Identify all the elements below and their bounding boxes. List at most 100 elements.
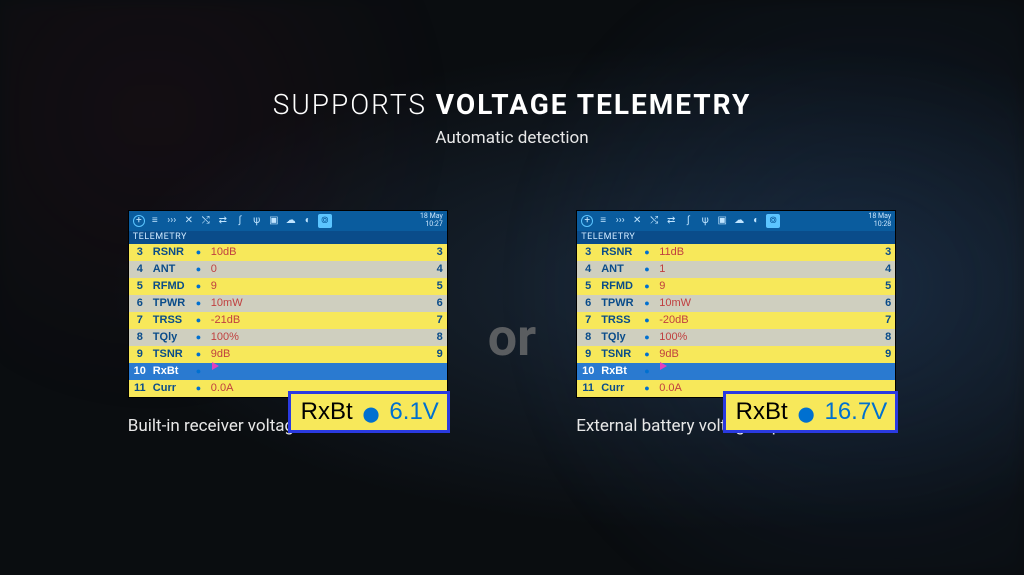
row-key: TPWR [151,298,195,309]
row-key: RSNR [599,247,643,258]
row-value: 9dB [657,349,877,360]
dot-icon: ● [643,316,657,325]
swap-icon[interactable]: ⇄ [664,214,678,228]
tools-icon[interactable]: ✕ [182,214,196,228]
table-row[interactable]: 9TSNR●9dB9 [577,346,895,363]
table-row[interactable]: 8TQly●100%8 [577,329,895,346]
main-heading: SUPPORTS VOLTAGE TELEMETRY [0,88,1024,121]
dot-icon: ● [195,316,209,325]
table-row[interactable]: 6TPWR●10mW6 [577,295,895,312]
row-value: 10dB [209,247,429,258]
row-key: RxBt [151,366,195,377]
row-value: 9 [657,281,877,292]
tools-icon[interactable]: ✕ [630,214,644,228]
row-key: TQly [151,332,195,343]
row-key: TRSS [599,315,643,326]
row-tail: 5 [429,281,447,292]
table-row[interactable]: 5RFMD●95 [129,278,447,295]
cloud-icon[interactable]: ☁ [732,214,746,228]
datetime: 18 May 10:28 [868,213,891,228]
list-icon[interactable]: ≡ [148,214,162,228]
dot-icon: ● [195,350,209,359]
row-key: Curr [151,383,195,394]
row-index: 5 [129,281,151,292]
row-tail: 9 [877,349,895,360]
plus-icon[interactable]: + [133,215,145,227]
antenna-icon[interactable]: ៙ [318,214,332,228]
dot-icon: ● [195,333,209,342]
row-index: 8 [129,332,151,343]
row-index: 11 [129,383,151,394]
section-title: TELEMETRY [129,231,447,244]
curve-icon[interactable]: ∫ [233,214,247,228]
switch-icon[interactable]: ψ [250,214,264,228]
route-icon[interactable]: ⤭ [199,214,213,228]
dot-icon: ● [195,299,209,308]
curve-icon[interactable]: ∫ [681,214,695,228]
route-icon[interactable]: ⤭ [647,214,661,228]
signal-icon[interactable]: ››› [613,214,627,228]
cloud-icon[interactable]: ☁ [284,214,298,228]
table-row[interactable]: 8TQly●100%8 [129,329,447,346]
list-icon[interactable]: ≡ [596,214,610,228]
row-key: TSNR [151,349,195,360]
box-icon[interactable]: ▣ [715,214,729,228]
left-screen: + ≡ ››› ✕ ⤭ ⇄ ∫ ψ ▣ ☁ ◐ ៙ 18 May 10:27 T… [128,210,448,398]
box-icon[interactable]: ▣ [267,214,281,228]
table-row[interactable]: 7TRSS●-20dB7 [577,312,895,329]
row-key: ANT [151,264,195,275]
row-tail: 8 [429,332,447,343]
dot-icon: ● [195,384,209,393]
row-key: TPWR [599,298,643,309]
row-key: TQly [599,332,643,343]
table-row[interactable]: 9TSNR●9dB9 [129,346,447,363]
left-callout: RxBt ⬤ 6.1V [288,391,450,433]
row-value: 0 [209,264,429,275]
row-tail: 7 [429,315,447,326]
script-icon[interactable]: ◐ [301,214,315,228]
row-value [209,366,429,377]
swap-icon[interactable]: ⇄ [216,214,230,228]
row-index: 6 [577,298,599,309]
or-label: or [488,312,536,364]
row-key: RxBt [599,366,643,377]
datetime: 18 May 10:27 [420,213,443,228]
row-index: 11 [577,383,599,394]
row-value: 100% [657,332,877,343]
dot-icon: ● [643,350,657,359]
row-key: RFMD [151,281,195,292]
script-icon[interactable]: ◐ [749,214,763,228]
table-row[interactable]: 7TRSS●-21dB7 [129,312,447,329]
right-callout: RxBt ⬤ 16.7V [723,391,899,433]
dot-icon: ● [643,265,657,274]
table-row[interactable]: 6TPWR●10mW6 [129,295,447,312]
switch-icon[interactable]: ψ [698,214,712,228]
row-tail: 3 [429,247,447,258]
antenna-icon[interactable]: ៙ [766,214,780,228]
row-value: 9 [209,281,429,292]
topbar: + ≡ ››› ✕ ⤭ ⇄ ∫ ψ ▣ ☁ ◐ ៙ 18 May 10:28 [577,211,895,231]
table-row[interactable]: 4ANT●04 [129,261,447,278]
row-tail: 6 [877,298,895,309]
table-row[interactable]: 10RxBt● [577,363,895,380]
row-tail: 8 [877,332,895,343]
table-row[interactable]: 3RSNR●10dB3 [129,244,447,261]
dot-icon: ● [643,367,657,376]
callout-value: 6.1V [389,398,438,426]
table-row[interactable]: 10RxBt● [129,363,447,380]
signal-icon[interactable]: ››› [165,214,179,228]
row-tail: 4 [877,264,895,275]
row-tail: 3 [877,247,895,258]
plus-icon[interactable]: + [581,215,593,227]
row-tail: 6 [429,298,447,309]
row-value: 1 [657,264,877,275]
row-index: 8 [577,332,599,343]
row-index: 10 [577,366,599,377]
table-row[interactable]: 4ANT●14 [577,261,895,278]
row-tail: 9 [429,349,447,360]
left-panel: + ≡ ››› ✕ ⤭ ⇄ ∫ ψ ▣ ☁ ◐ ៙ 18 May 10:27 T… [128,210,448,436]
row-key: TRSS [151,315,195,326]
dot-icon: ● [195,367,209,376]
table-row[interactable]: 3RSNR●11dB3 [577,244,895,261]
table-row[interactable]: 5RFMD●95 [577,278,895,295]
